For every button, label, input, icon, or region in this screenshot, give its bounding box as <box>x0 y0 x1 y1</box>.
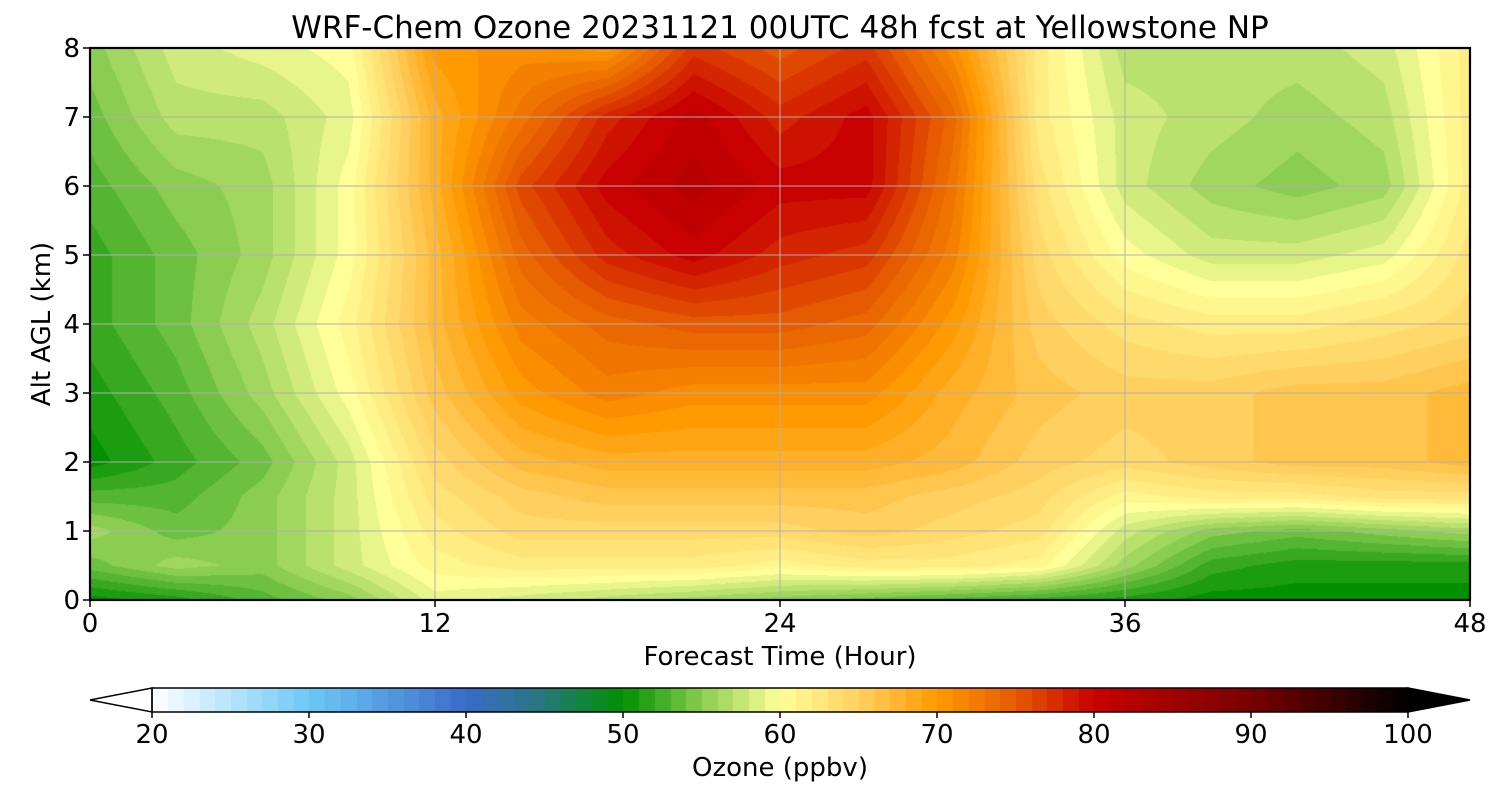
colorbar-extend-low <box>89 687 153 713</box>
y-tick-label: 8 <box>63 34 80 64</box>
x-tick-label: 48 <box>1453 609 1486 639</box>
colorbar-tick-label: 100 <box>1383 720 1433 750</box>
y-axis: 0 1 2 3 4 5 6 7 8 <box>63 34 90 616</box>
y-axis-label: Alt AGL (km) <box>27 242 57 406</box>
y-tick-label: 3 <box>63 379 80 409</box>
colorbar-tick-label: 90 <box>1234 720 1267 750</box>
colorbar-tick-label: 20 <box>135 720 168 750</box>
x-axis: 0 12 24 36 48 <box>82 600 1487 639</box>
y-tick-label: 0 <box>63 586 80 616</box>
colorbar: 20 30 40 50 60 70 80 90 100 Ozone (ppbv) <box>89 687 1471 783</box>
y-tick-label: 7 <box>63 103 80 133</box>
colorbar-tick-label: 60 <box>763 720 796 750</box>
y-tick-label: 5 <box>63 241 80 271</box>
colorbar-tick-label: 40 <box>449 720 482 750</box>
y-tick-label: 1 <box>63 517 80 547</box>
x-tick-label: 0 <box>82 609 99 639</box>
colorbar-tick-label: 50 <box>606 720 639 750</box>
x-tick-label: 24 <box>763 609 796 639</box>
y-tick-label: 6 <box>63 172 80 202</box>
colorbar-label: Ozone (ppbv) <box>692 753 868 783</box>
colorbar-gradient <box>152 688 1408 712</box>
colorbar-tick-label: 80 <box>1077 720 1110 750</box>
colorbar-ticks: 20 30 40 50 60 70 80 90 100 <box>135 712 1433 750</box>
y-tick-label: 4 <box>63 310 80 340</box>
y-tick-label: 2 <box>63 448 80 478</box>
x-tick-label: 36 <box>1108 609 1141 639</box>
x-axis-label: Forecast Time (Hour) <box>643 642 916 672</box>
colorbar-extend-high <box>1407 687 1471 713</box>
colorbar-tick-label: 30 <box>292 720 325 750</box>
x-tick-label: 12 <box>418 609 451 639</box>
chart-title: WRF-Chem Ozone 20231121 00UTC 48h fcst a… <box>291 10 1268 46</box>
colorbar-tick-label: 70 <box>920 720 953 750</box>
